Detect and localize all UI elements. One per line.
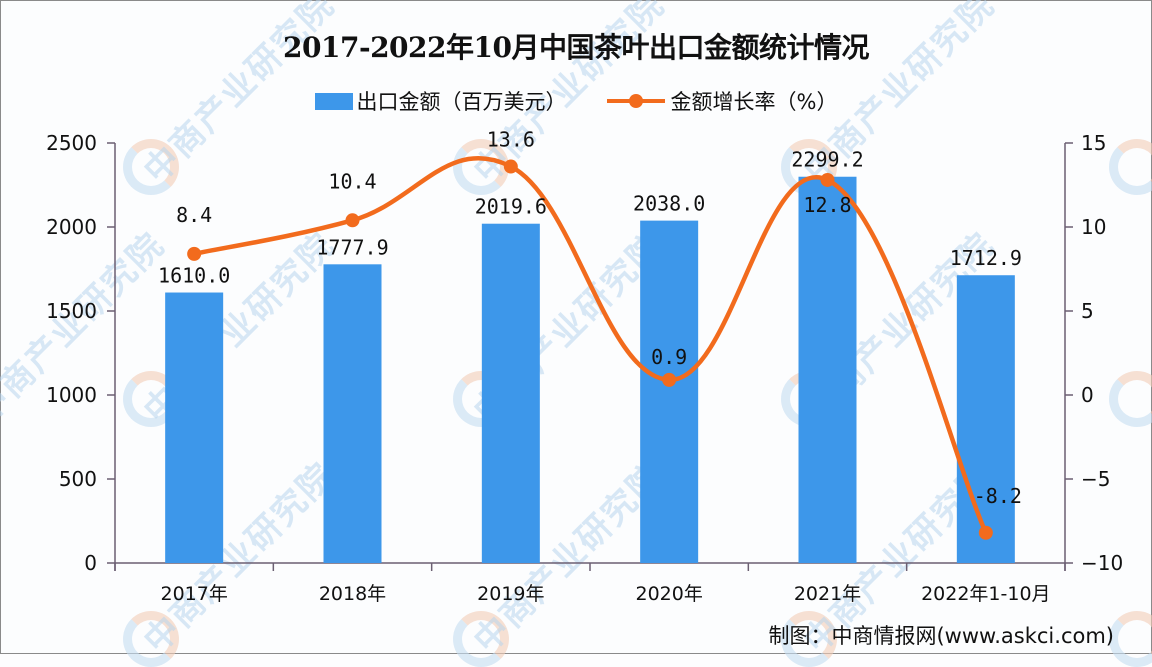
right-axis-tick-label: −10 (1081, 551, 1123, 575)
chart-title: 2017-2022年10月中国茶叶出口金额统计情况 (283, 31, 869, 64)
legend-label: 出口金额（百万美元） (356, 90, 567, 114)
bar[interactable] (640, 220, 699, 563)
watermark-logo-icon (123, 139, 179, 195)
line-marker[interactable] (820, 172, 835, 187)
x-axis-category-label: 2021年 (794, 583, 861, 605)
line-marker[interactable] (187, 246, 202, 261)
right-axis-tick-label: 5 (1081, 299, 1094, 323)
left-axis-tick-label: 1500 (46, 299, 97, 323)
line-marker[interactable] (503, 159, 518, 174)
left-axis-tick-label: 500 (59, 467, 97, 491)
bar[interactable] (798, 176, 857, 563)
x-axis-category-label: 2022年1-10月 (921, 583, 1050, 605)
left-axis-tick-label: 1000 (46, 383, 97, 407)
growth-rate-value-label: -8.2 (974, 484, 1022, 508)
right-axis-tick-label: 10 (1081, 215, 1106, 239)
line-marker[interactable] (345, 213, 360, 228)
line-series (187, 155, 993, 540)
watermark-logo-icon (1109, 371, 1152, 427)
legend-item-export-amount[interactable]: 出口金额（百万美元） (314, 86, 567, 116)
legend-label: 金额增长率（%） (670, 90, 838, 114)
left-axis-tick-label: 0 (84, 551, 97, 575)
growth-rate-value-label: 8.4 (176, 203, 212, 227)
x-axis-category-label: 2017年 (160, 583, 227, 605)
source-credit: 制图：中商情报网(www.askci.com) (768, 624, 1114, 648)
axes: 0 500 1000 1500 2000 2500 −10 −5 0 5 10 15 2017年 2018… (46, 131, 1123, 605)
bar[interactable] (956, 275, 1015, 563)
growth-rate-value-label: 13.6 (487, 128, 535, 152)
left-axis-tick-label: 2500 (46, 131, 97, 155)
bar-value-label: 2299.2 (791, 148, 863, 172)
bar-value-label: 2019.6 (475, 195, 547, 219)
data-labels: 1610.0 1777.9 2019.6 2038.0 2299.2 1712.9 8.4 1… (158, 128, 1022, 508)
watermark-logo-icon (1109, 139, 1152, 195)
x-axis-category-label: 2019年 (477, 583, 544, 605)
legend-line-marker-icon (606, 94, 665, 108)
x-axis-category-label: 2020年 (635, 583, 702, 605)
bar-series (165, 176, 1015, 563)
legend-bar-swatch-icon (314, 92, 353, 110)
bar[interactable] (481, 223, 540, 563)
bar[interactable] (323, 264, 382, 563)
growth-rate-line (193, 155, 988, 534)
legend-item-growth-rate[interactable]: 金额增长率（%） (606, 86, 838, 116)
chart-legend: 出口金额（百万美元） 金额增长率（%） (0, 86, 1152, 116)
right-axis-tick-label: 15 (1081, 131, 1106, 155)
line-marker[interactable] (978, 525, 993, 540)
bar-value-label: 2038.0 (633, 192, 705, 216)
right-axis-tick-label: −5 (1081, 467, 1110, 491)
bar[interactable] (165, 292, 224, 563)
growth-rate-value-label: 12.8 (803, 193, 851, 217)
bar-value-label: 1712.9 (950, 246, 1022, 270)
bar-value-label: 1610.0 (158, 264, 230, 288)
growth-rate-value-label: 0.9 (651, 345, 687, 369)
line-marker[interactable] (662, 372, 677, 387)
growth-rate-value-label: 10.4 (328, 169, 376, 193)
right-axis-tick-label: 0 (1081, 383, 1094, 407)
left-axis-tick-label: 2000 (46, 215, 97, 239)
bar-value-label: 1777.9 (316, 235, 388, 259)
x-axis-category-label: 2018年 (319, 583, 386, 605)
